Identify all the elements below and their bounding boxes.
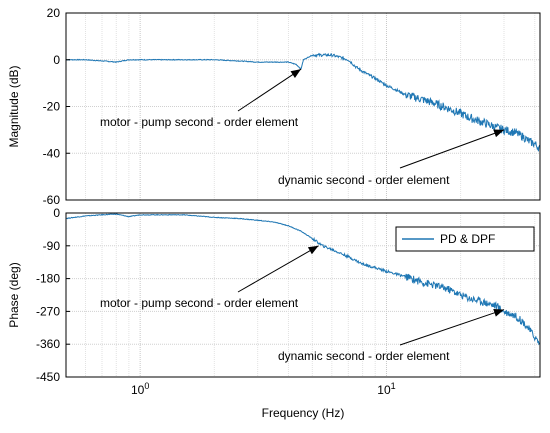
annotation-arrow-head — [493, 309, 505, 317]
xtick-label: 101 — [377, 381, 395, 397]
ytick-label-magnitude: -20 — [43, 100, 61, 114]
ylabel-phase: Phase (deg) — [7, 262, 21, 327]
xtick-base: 10 — [131, 383, 145, 397]
ytick-label-phase: -180 — [36, 272, 60, 286]
xtick-exponent: 1 — [391, 381, 396, 391]
axes-frame-phase — [65, 212, 541, 378]
annotation-arrow-head — [493, 129, 505, 138]
ytick-label-magnitude: -40 — [43, 146, 61, 160]
panel-magnitude: 20 0 -20 -40 -60 Magnitude (dB) motor - pump s… — [7, 6, 541, 207]
series-line-phase — [65, 213, 541, 346]
annotation-text: dynamic second - order element — [278, 173, 450, 187]
ytick-label-phase: -90 — [43, 239, 61, 253]
annotation-arrow-line — [237, 245, 319, 293]
xlabel: Frequency (Hz) — [262, 406, 345, 420]
annotation-text: dynamic second - order element — [278, 349, 450, 363]
ytick-label-phase: -270 — [36, 304, 60, 318]
ytick-label-phase: -450 — [36, 370, 60, 384]
annotation-arrow-line — [237, 68, 302, 112]
ytick-label-phase: 0 — [53, 206, 60, 220]
legend-entry: PD & DPF — [440, 232, 495, 246]
series-line-magnitude — [65, 52, 541, 152]
ytick-label-magnitude: 20 — [47, 6, 61, 20]
xtick-label: 100 — [131, 381, 149, 397]
annotation-text: motor - pump second - order element — [100, 296, 299, 310]
annotation-arrow-line — [399, 309, 505, 346]
ytick-label-magnitude: 0 — [53, 53, 60, 67]
annotation-text: motor - pump second - order element — [100, 115, 299, 129]
ylabel-magnitude: Magnitude (dB) — [7, 65, 21, 147]
xtick-base: 10 — [377, 383, 391, 397]
xtick-exponent: 0 — [144, 381, 149, 391]
annotation-arrow-head — [307, 245, 319, 255]
ytick-label-magnitude: -60 — [43, 193, 61, 207]
annotation-arrow-head — [290, 69, 302, 78]
ytick-label-phase: -360 — [36, 337, 60, 351]
annotation-arrow-line — [399, 129, 505, 169]
